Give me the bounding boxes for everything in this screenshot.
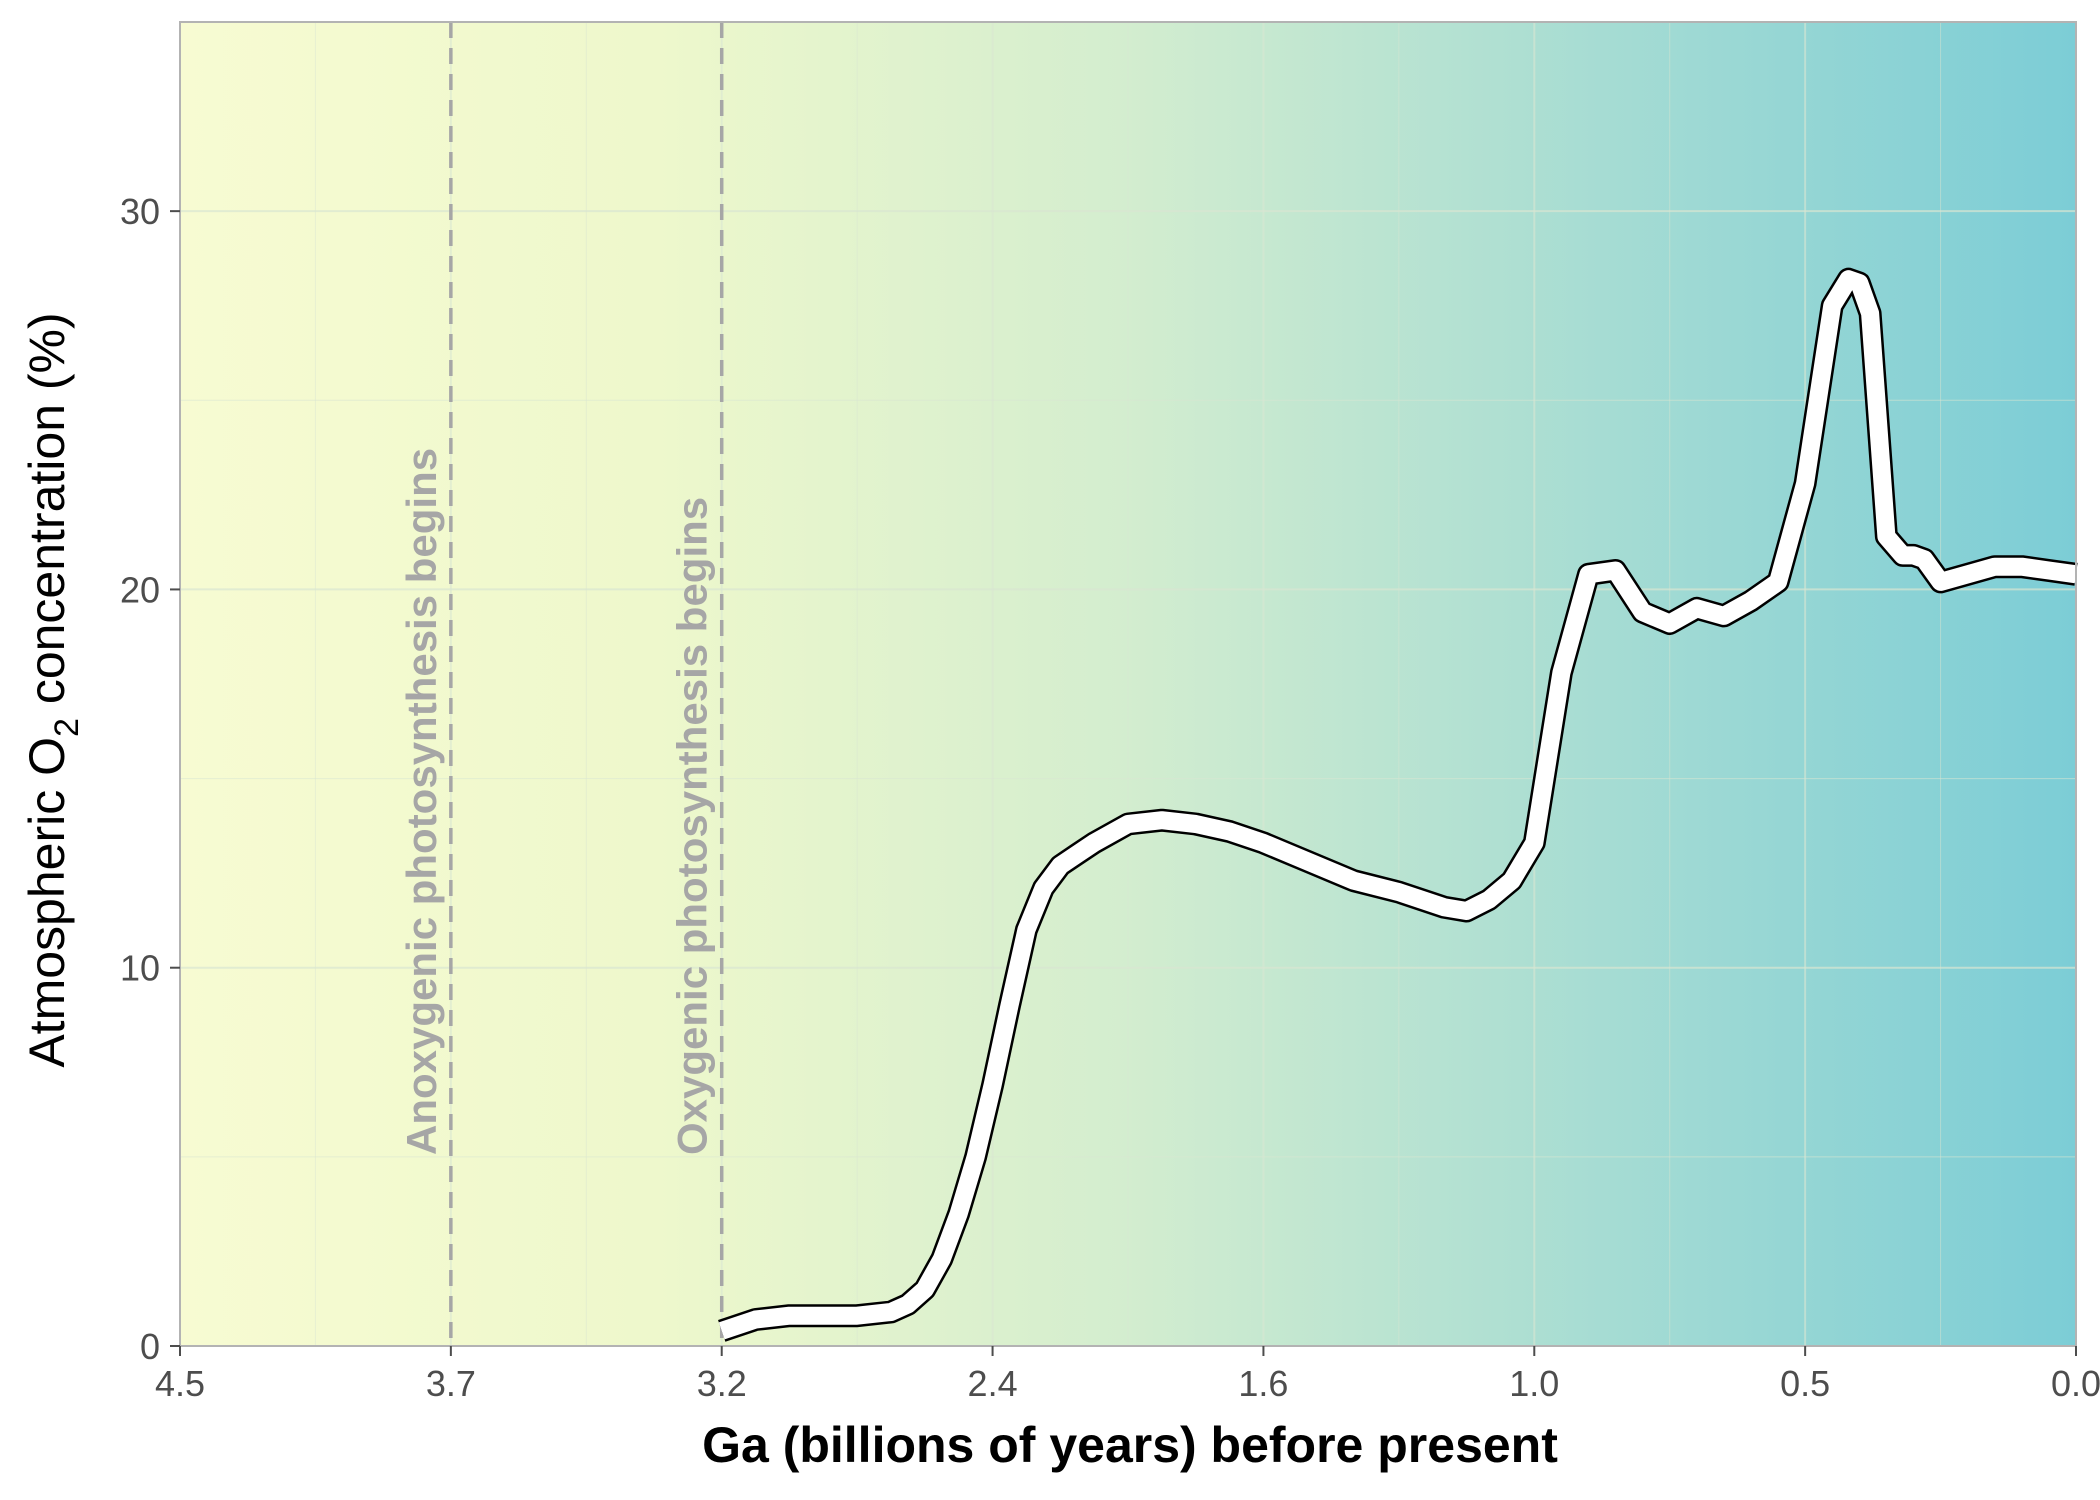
y-axis-title: Atmospheric O2 concentration (%) (19, 312, 86, 1067)
y-tick-label: 10 (120, 948, 160, 989)
annotations: Anoxygenic photosynthesis begins Oxygenic… (398, 22, 724, 1346)
x-tick-label: 0.5 (1780, 1363, 1830, 1404)
plot-border (179, 21, 2077, 1347)
x-tick-label: 1.6 (1238, 1363, 1288, 1404)
x-axis-title: Ga (billions of years) before present (702, 1417, 1558, 1473)
y-tick-label: 30 (120, 191, 160, 232)
y-tick-label: 0 (140, 1326, 160, 1367)
y-tick-label: 20 (120, 569, 160, 610)
series-o2 (718, 267, 2078, 1342)
x-tick-label: 2.4 (968, 1363, 1018, 1404)
axis-ticks: 4.5 3.7 3.2 2.4 1.6 1.0 0.5 0.0 0 10 20 30 (120, 191, 2100, 1404)
x-tick-label: 4.5 (155, 1363, 205, 1404)
annotation-label: Anoxygenic photosynthesis begins (398, 448, 445, 1155)
y-axis-title-suffix: concentration (%) (19, 312, 75, 718)
x-tick-label: 1.0 (1509, 1363, 1559, 1404)
y-axis-title-prefix: Atmospheric O (19, 737, 75, 1068)
y-axis-title-subscript: 2 (48, 718, 86, 737)
annotation-label: Oxygenic photosynthesis begins (669, 497, 716, 1155)
x-tick-label: 3.7 (426, 1363, 476, 1404)
x-tick-label: 0.0 (2051, 1363, 2100, 1404)
series-line (718, 270, 2078, 1340)
x-tick-label: 3.2 (697, 1363, 747, 1404)
